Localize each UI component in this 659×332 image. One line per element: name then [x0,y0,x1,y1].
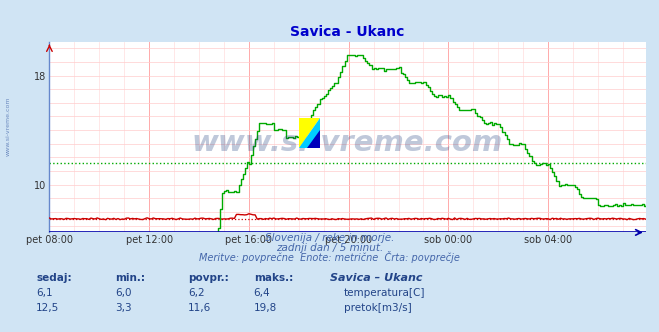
Text: Savica – Ukanc: Savica – Ukanc [330,273,422,283]
Text: www.si-vreme.com: www.si-vreme.com [192,129,503,157]
Text: min.:: min.: [115,273,146,283]
Title: Savica - Ukanc: Savica - Ukanc [291,25,405,39]
Text: 6,1: 6,1 [36,288,53,298]
Text: www.si-vreme.com: www.si-vreme.com [5,96,11,156]
Text: Slovenija / reke in morje.: Slovenija / reke in morje. [265,233,394,243]
Text: pretok[m3/s]: pretok[m3/s] [344,303,412,313]
Polygon shape [299,118,320,148]
Text: 6,2: 6,2 [188,288,204,298]
Text: maks.:: maks.: [254,273,293,283]
Text: 12,5: 12,5 [36,303,59,313]
Text: zadnji dan / 5 minut.: zadnji dan / 5 minut. [276,243,383,253]
Text: 3,3: 3,3 [115,303,132,313]
Polygon shape [299,118,320,148]
Text: 19,8: 19,8 [254,303,277,313]
Text: temperatura[C]: temperatura[C] [344,288,426,298]
Text: 6,0: 6,0 [115,288,132,298]
Text: sedaj:: sedaj: [36,273,72,283]
Text: Meritve: povprečne  Enote: metrične  Črta: povprečje: Meritve: povprečne Enote: metrične Črta:… [199,251,460,263]
Polygon shape [307,130,320,148]
Text: 6,4: 6,4 [254,288,270,298]
Text: povpr.:: povpr.: [188,273,229,283]
Text: 11,6: 11,6 [188,303,211,313]
